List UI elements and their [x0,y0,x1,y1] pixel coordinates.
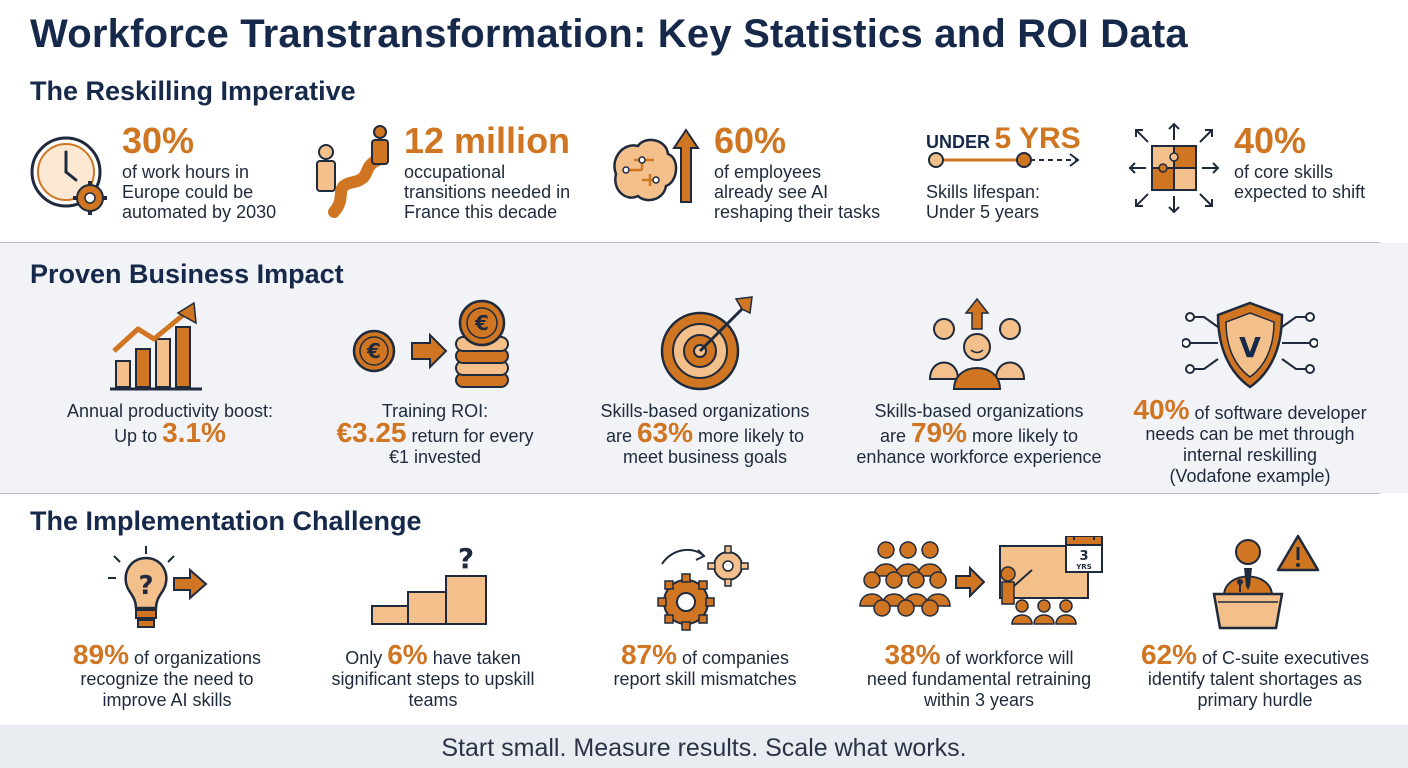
stat-card-ai-reshaping: 60% of employees already see AI reshapin… [606,122,906,232]
stat-value: 40% [1234,120,1307,161]
crowd-training-icon: 3 YRS [859,536,1103,625]
svg-text:?: ? [458,542,474,575]
timeline-header: UNDER 5 YRS [926,122,1081,155]
stat-value: 30% [122,120,195,161]
shield-network-icon: V [1182,301,1318,389]
executive-warning-icon [1212,534,1320,630]
steps-question-icon: ? [371,542,487,625]
challenge-upskill-text: Only 6% have taken significant steps to … [331,639,535,711]
challenge-retraining-text: 38% of workforce will need fundamental r… [866,639,1092,711]
svg-text:€: € [474,311,489,335]
puzzle-arrows-icon [1128,122,1220,214]
svg-text:V: V [1239,331,1261,364]
ai-brain-icon [613,128,700,203]
stat-description: Skills lifespan: Under 5 years [926,182,1041,222]
svg-text:€: € [366,339,381,363]
challenge-ai-skills-text: 89% of organizations recognize the need … [72,639,262,711]
page-title: Workforce Transtransformation: Key Stati… [30,12,1188,56]
reskilling-section: The Reskilling Imperative 30% of work ho… [0,70,1408,242]
lightbulb-question-icon: ? [108,546,208,628]
clock-gear-icon [30,136,107,215]
section-title-reskilling: The Reskilling Imperative [30,76,356,106]
calendar-unit: YRS [1075,563,1092,571]
stat-value: €3.25 [336,417,407,448]
stat-card-transitions: 12 million occupational transitions need… [312,122,602,232]
impact-experience-text: Skills-based organizations are 79% more … [856,401,1102,467]
stat-value: 87% [620,639,677,670]
stat-value: 38% [884,639,941,670]
stat-value: 79% [910,417,968,448]
svg-text:?: ? [138,571,153,601]
stat-card-skills-lifespan: UNDER 5 YRS Skills lifespan: Under 5 yea… [926,122,1106,232]
challenge-mismatch-text: 87% of companies report skill mismatches [613,639,797,690]
impact-training-roi-text: Training ROI: €3.25 return for every €1 … [336,401,534,467]
stat-value: 12 million [404,120,571,161]
growth-chart-icon [110,301,202,391]
target-icon [660,296,753,391]
stat-card-core-skills: 40% of core skills expected to shift [1126,122,1376,232]
section-title-impact: Proven Business Impact [30,259,344,289]
impact-section: Proven Business Impact Annual productivi… [0,243,1408,493]
challenge-section: The Implementation Challenge ? 89% of or… [0,494,1408,724]
impact-goals-text: Skills-based organizations are 63% more … [600,401,810,467]
gears-icon [657,545,749,631]
stat-description: occupational transitions needed in Franc… [404,162,571,222]
section-divider [0,493,1380,494]
impact-vodafone-text: 40% of software developer needs can be m… [1133,394,1367,487]
team-growth-icon [928,297,1026,390]
section-divider [0,242,1380,243]
stat-value: 62% [1140,639,1197,670]
stat-value: 6% [387,639,428,670]
stat-card-automation: 30% of work hours in Europe could be aut… [30,122,300,232]
euro-coins-icon: € € [352,299,509,388]
section-title-challenge: The Implementation Challenge [30,506,422,536]
impact-productivity-text: Annual productivity boost: Up to 3.1% [66,401,274,448]
stat-description: of employees already see AI reshaping th… [714,162,881,222]
stat-value: 89% [72,639,129,670]
challenge-talent-text: 62% of C-suite executives identify talen… [1140,639,1370,711]
career-path-icon [316,125,389,218]
stat-value: 3.1% [162,417,226,448]
timeline-icon [928,152,1080,168]
stat-description: of work hours in Europe could be automat… [122,162,277,222]
footer-tagline: Start small. Measure results. Scale what… [0,725,1408,768]
calendar-number: 3 [1079,549,1088,564]
stat-value: 60% [714,120,787,161]
stat-value: 40% [1133,394,1190,425]
stat-description: of core skills expected to shift [1234,162,1366,202]
stat-value: 63% [636,417,694,448]
